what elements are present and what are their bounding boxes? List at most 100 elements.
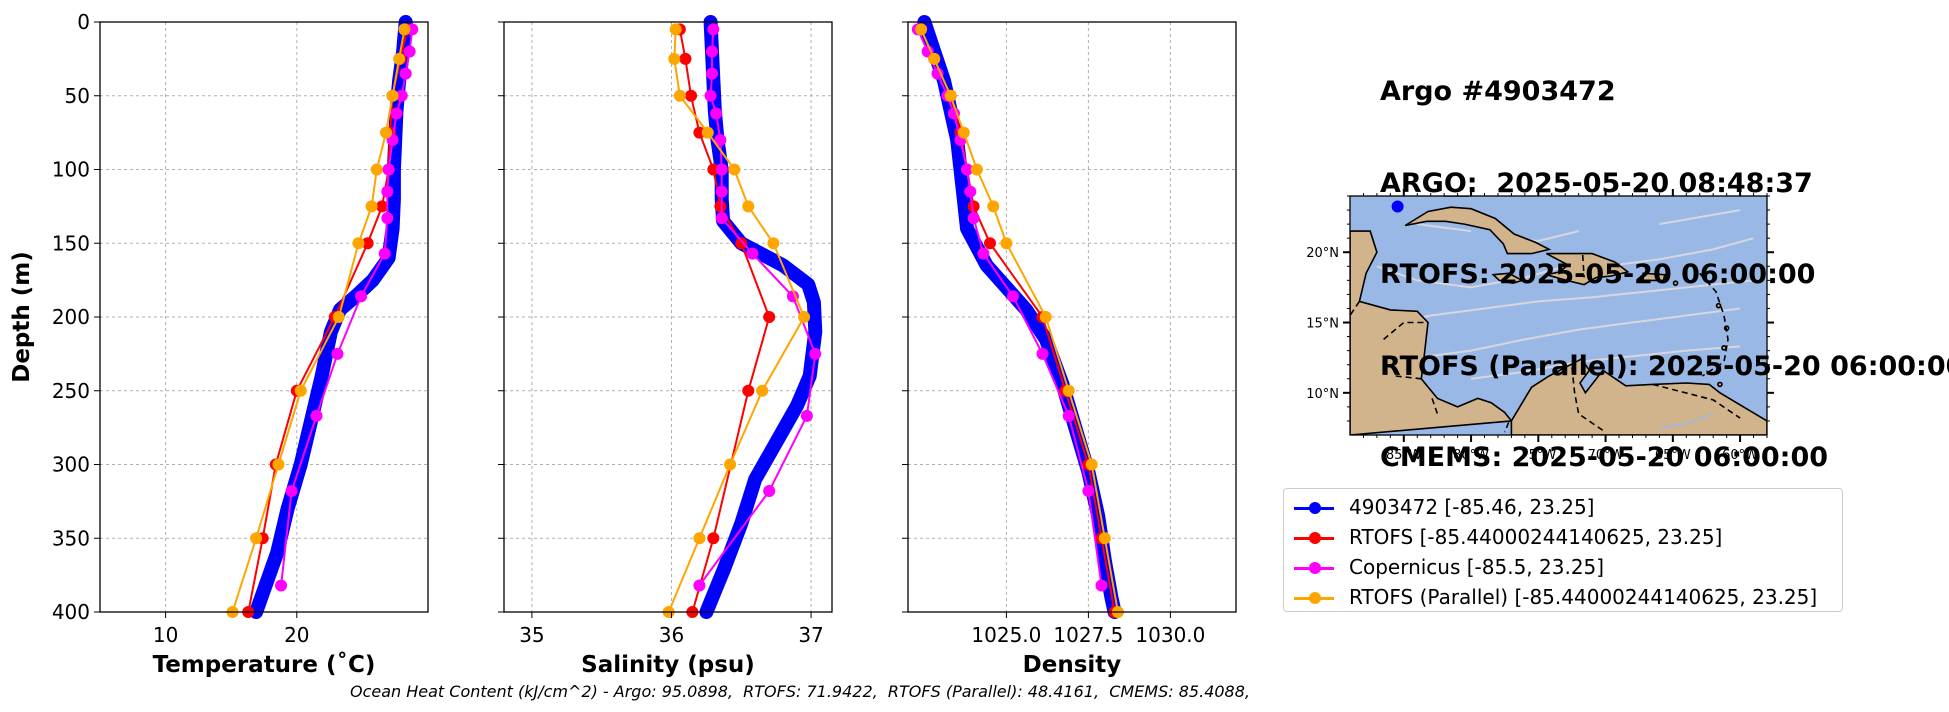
legend-item-argo: 4903472 [-85.46, 23.25] (1284, 493, 1842, 523)
map-lon-label: 85°W (1386, 448, 1422, 463)
series-copernicus-point (809, 347, 822, 360)
series-parallel-point (767, 237, 780, 250)
series-parallel-point (393, 52, 406, 65)
series-copernicus-point (704, 89, 717, 102)
series-rtofs-point (707, 163, 720, 176)
series-parallel-point (742, 200, 755, 213)
series-parallel-point (1000, 237, 1013, 250)
series-parallel-point (970, 163, 983, 176)
series-parallel-point (957, 126, 970, 139)
map-lat-label: 15°N (1306, 317, 1339, 332)
series-copernicus-point (382, 163, 395, 176)
land-island (1672, 280, 1679, 286)
series-parallel-line (667, 29, 806, 613)
series-parallel-line (231, 29, 406, 613)
series-copernicus-point (715, 185, 728, 198)
profile-panel-3: 1025.0 1027.5 1030.0 Density (902, 15, 1237, 678)
series-parallel-point (386, 89, 399, 102)
land-jamaica (1491, 272, 1525, 285)
series-copernicus-point (390, 107, 403, 120)
series-parallel-point (365, 200, 378, 213)
y-tick-label: 250 (52, 379, 90, 403)
series-rtofs-line (247, 29, 408, 613)
series-copernicus-point (715, 163, 728, 176)
series-copernicus-point (931, 67, 944, 80)
info-block: Argo #4903472 ARGO: 2025-05-20 08:48:37 … (1380, 16, 1949, 504)
series-copernicus-point (310, 409, 323, 422)
series-copernicus-point (800, 409, 813, 422)
legend-item-rtofs: RTOFS [-85.44000244140625, 23.25] (1284, 523, 1842, 553)
series-copernicus-point (714, 134, 727, 146)
map-lon-label: 60°W (1722, 448, 1758, 463)
x-axis-label: Density (1023, 652, 1122, 678)
x-axis-label: Temperature (˚C) (153, 651, 376, 678)
series-copernicus-point (967, 212, 980, 225)
series-parallel-point (693, 532, 706, 545)
y-tick-label: 400 (52, 600, 90, 624)
series-rtofs-point (361, 237, 374, 250)
series-rtofs-point (693, 126, 706, 139)
series-parallel-point (398, 23, 411, 36)
ocean-heat-content-note: Ocean Heat Content (kJ/cm^2) - Argo: 95.… (349, 682, 1250, 701)
series-rtofs-point (742, 384, 755, 397)
series-copernicus-point (705, 45, 718, 58)
series-copernicus-point (746, 247, 759, 260)
series-rtofs-point (707, 532, 720, 545)
series-copernicus-point (275, 579, 288, 592)
land-island (1715, 302, 1722, 309)
series-copernicus-point (381, 185, 394, 198)
series-copernicus-point (399, 67, 412, 80)
series-parallel-point (370, 163, 383, 176)
series-copernicus-point (693, 579, 706, 592)
series-parallel-point (1039, 311, 1052, 323)
series-parallel-point (272, 458, 285, 471)
map-border (1571, 367, 1607, 433)
series-copernicus-point (331, 347, 344, 360)
legend-marker-parallel (1309, 592, 1321, 604)
series-copernicus-point (763, 485, 776, 498)
series-copernicus-point (1095, 579, 1108, 592)
legend-label-parallel: RTOFS (Parallel) [-85.44000244140625, 23… (1349, 585, 1818, 609)
series-rtofs-point (679, 52, 692, 65)
series-copernicus-point (403, 45, 416, 58)
series-parallel-point (944, 89, 957, 102)
map-frame (1349, 195, 1768, 436)
series-copernicus-point (355, 290, 368, 303)
map-border (1581, 254, 1585, 278)
series-copernicus-point (947, 107, 960, 120)
x-tick-label: 35 (519, 623, 544, 647)
x-tick-label: 10 (153, 623, 178, 647)
series-rtofs-line (678, 29, 771, 613)
series-parallel-point (987, 200, 1000, 213)
map-streamline (1363, 307, 1741, 366)
series-rtofs-point (376, 200, 389, 213)
land-cuba (1404, 206, 1552, 255)
series-copernicus-point (378, 247, 391, 260)
legend-item-copernicus: Copernicus [-85.5, 23.25] (1284, 553, 1842, 583)
series-parallel-point (332, 311, 345, 323)
series-rtofs-point (984, 237, 996, 250)
series-parallel-point (724, 458, 737, 471)
map-lat-label: 20°N (1306, 246, 1339, 261)
series-copernicus-point (395, 89, 408, 102)
map-border (1699, 272, 1729, 377)
x-tick-label: 1025.0 (971, 623, 1041, 647)
series-copernicus-point (381, 212, 394, 225)
series-parallel-point (701, 126, 714, 139)
land-puerto-rico (1642, 272, 1666, 282)
series-parallel-point (673, 89, 686, 102)
land-island (1717, 381, 1723, 388)
series-copernicus-point (285, 485, 298, 498)
legend-item-parallel: RTOFS (Parallel) [-85.44000244140625, 23… (1284, 583, 1842, 613)
series-parallel-point (798, 311, 811, 323)
map-streamline (1659, 209, 1741, 226)
info-cmems-time: CMEMS: 2025-05-20 06:00:00 (1380, 442, 1829, 473)
series-parallel-point (928, 52, 941, 65)
info-rtofs-time: RTOFS: 2025-05-20 06:00:00 (1380, 259, 1816, 290)
legend-marker-argo (1309, 502, 1321, 514)
series-parallel-point (728, 163, 741, 176)
series-copernicus-point (715, 212, 728, 225)
map-border (1350, 300, 1361, 316)
land-hispaniola (1546, 252, 1630, 286)
